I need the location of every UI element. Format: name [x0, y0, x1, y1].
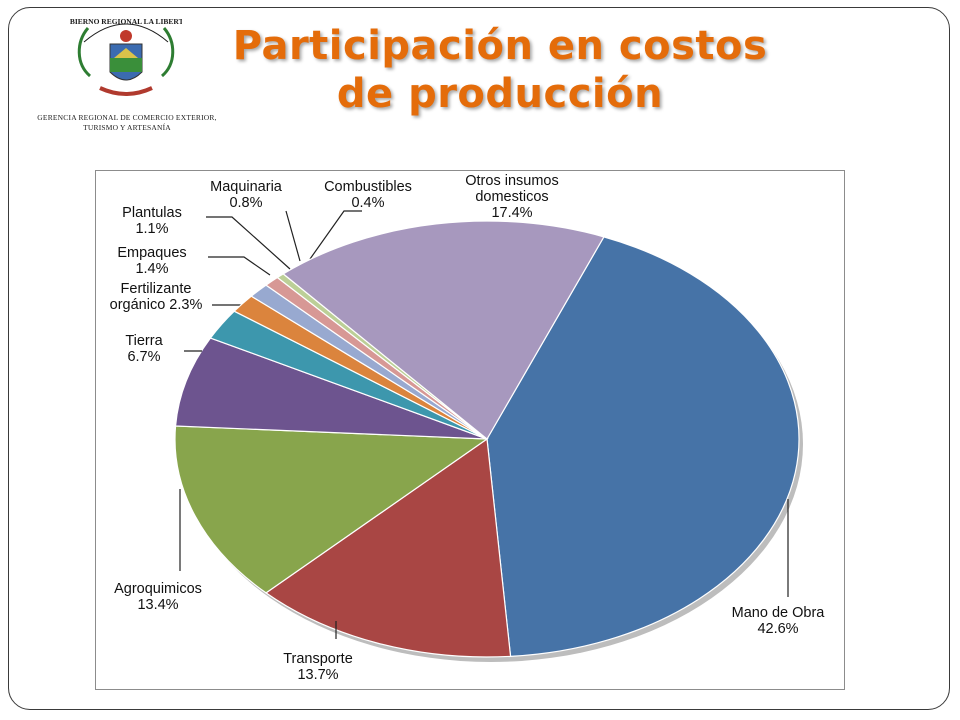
slice-label: Tierra 6.7% [125, 333, 163, 365]
pie-slice [265, 437, 512, 658]
slice-label: Empaques 1.4% [117, 245, 186, 277]
slice-label: Fertilizante orgánico 2.3% [110, 281, 203, 313]
logo-text: GOBIERNO REGIONAL LA LIBERTAD [70, 17, 182, 26]
slice-label-name: Tierra [125, 333, 163, 349]
slice-label-value: orgánico 2.3% [110, 297, 203, 313]
leader-line [285, 210, 301, 262]
slice-label: Otros insumos domesticos 17.4% [465, 173, 558, 221]
slice-label: Plantulas 1.1% [122, 205, 182, 237]
slice-label-value: 1.1% [135, 221, 168, 237]
pie-chart: Mano de Obra 42.6% Transporte 13.7% Agroquim… [110, 173, 826, 683]
slice-label-name: domesticos [475, 189, 548, 205]
slice-label-name: Empaques [117, 245, 186, 261]
slice-label-name: Agroquimicos [114, 581, 202, 597]
pie-slice [174, 425, 489, 594]
pie-chart-area: Mano de Obra 42.6% Transporte 13.7% Agroquim… [95, 170, 845, 690]
slice-label-value: 13.7% [297, 667, 338, 683]
org-line-1: GERENCIA REGIONAL DE COMERCIO EXTERIOR, [37, 113, 217, 122]
regional-logo: GOBIERNO REGIONAL LA LIBERTAD GERENCIA R… [34, 14, 220, 149]
slice-label-name: Transporte [283, 651, 353, 667]
slice-label: Transporte 13.7% [283, 651, 353, 683]
page-title: Participación en costos de producción [160, 22, 840, 118]
leader-line [309, 210, 362, 260]
org-line-2: TURISMO Y ARTESANÍA [83, 123, 171, 132]
slice-label-name: Fertilizante [121, 281, 192, 297]
leader-line [208, 256, 271, 276]
slice-label-value: 17.4% [491, 205, 532, 221]
slice-label-name: Combustibles [324, 179, 412, 195]
org-name: GERENCIA REGIONAL DE COMERCIO EXTERIOR, … [34, 113, 220, 133]
slice-label-value: 1.4% [135, 261, 168, 277]
slice-label: Combustibles 0.4% [324, 179, 412, 211]
slice-label-value: 0.4% [351, 195, 384, 211]
slice-label: Mano de Obra 42.6% [732, 605, 826, 637]
slice-label: Agroquimicos 13.4% [114, 581, 202, 613]
title-line-2: de producción [336, 71, 664, 117]
leader-line [206, 216, 291, 270]
slice-label-value: 0.8% [229, 195, 262, 211]
slice-label-name: Maquinaria [210, 179, 283, 195]
slice-label-name: Plantulas [122, 205, 182, 221]
pie-slice [486, 236, 800, 658]
slice-label-value: 13.4% [137, 597, 178, 613]
slice-label-value: 6.7% [127, 349, 160, 365]
pie-slice [174, 337, 488, 440]
coat-of-arms-icon: GOBIERNO REGIONAL LA LIBERTAD [70, 17, 182, 96]
slice-label-name: Mano de Obra [732, 605, 826, 621]
slice-label-name: Otros insumos [465, 173, 558, 189]
slice-label-value: 42.6% [757, 621, 798, 637]
slice-label: Maquinaria 0.8% [210, 179, 283, 211]
pie-slice [282, 220, 605, 440]
title-line-1: Participación en costos [232, 23, 768, 69]
